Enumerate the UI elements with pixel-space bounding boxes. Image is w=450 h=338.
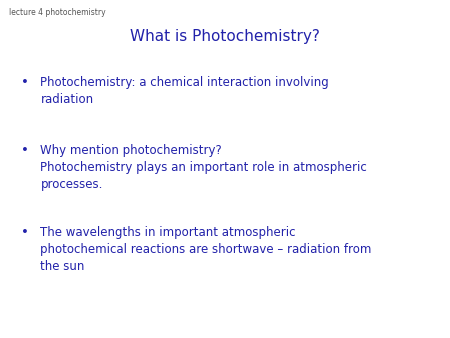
Text: Photochemistry: a chemical interaction involving
radiation: Photochemistry: a chemical interaction i…	[40, 76, 329, 106]
Text: •: •	[21, 144, 29, 156]
Text: •: •	[21, 76, 29, 89]
Text: •: •	[21, 226, 29, 239]
Text: The wavelengths in important atmospheric
photochemical reactions are shortwave –: The wavelengths in important atmospheric…	[40, 226, 372, 273]
Text: Why mention photochemistry?
Photochemistry plays an important role in atmospheri: Why mention photochemistry? Photochemist…	[40, 144, 367, 191]
Text: What is Photochemistry?: What is Photochemistry?	[130, 29, 320, 44]
Text: lecture 4 photochemistry: lecture 4 photochemistry	[9, 8, 106, 18]
